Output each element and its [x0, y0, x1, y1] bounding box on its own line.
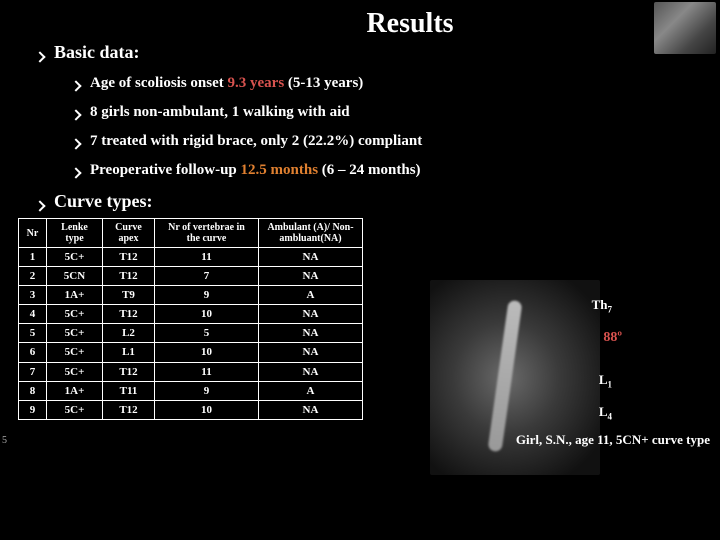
bullet-treated: 7 treated with rigid brace, only 2 (22.2… [72, 133, 702, 150]
chevron-right-icon [70, 167, 81, 178]
cell-apex: T12 [103, 400, 155, 419]
bullet-curve-text: Curve types: [54, 191, 152, 212]
preop-post: (6 – 24 months) [318, 162, 421, 178]
cell-apex: T9 [103, 286, 155, 305]
th-nr: Nr [19, 219, 47, 248]
table-row: 25CNT127NA [19, 267, 363, 286]
cell-vert: 7 [155, 267, 259, 286]
table-row: 31A+T99A [19, 286, 363, 305]
age-pre: Age of scoliosis onset [90, 75, 228, 91]
cell-apex: L1 [103, 343, 155, 362]
chevron-right-icon [70, 80, 81, 91]
cell-apex: T12 [103, 362, 155, 381]
chevron-right-icon [34, 51, 45, 62]
cell-apex: T11 [103, 381, 155, 400]
cell-nr: 4 [19, 305, 47, 324]
preop-pre: Preoperative follow-up [90, 162, 241, 178]
table-row: 81A+T119A [19, 381, 363, 400]
table-row: 45C+T1210NA [19, 305, 363, 324]
cell-nr: 2 [19, 267, 47, 286]
cell-vert: 9 [155, 381, 259, 400]
cell-nr: 8 [19, 381, 47, 400]
cell-vert: 5 [155, 324, 259, 343]
bullet-treated-text: 7 treated with rigid brace, only 2 (22.2… [90, 133, 422, 150]
anno-th: Th7 [592, 297, 612, 315]
table-row: 75C+T1211NA [19, 362, 363, 381]
cell-lenke: 5C+ [47, 305, 103, 324]
cell-apex: T12 [103, 305, 155, 324]
cell-apex: T12 [103, 248, 155, 267]
table-row: 15C+T1211NA [19, 248, 363, 267]
age-highlight: 9.3 years [228, 75, 285, 91]
cell-amb: NA [259, 362, 363, 381]
th-vert: Nr of vertebrae in the curve [155, 219, 259, 248]
cell-vert: 10 [155, 343, 259, 362]
cell-vert: 11 [155, 248, 259, 267]
chevron-right-icon [70, 109, 81, 120]
cell-amb: A [259, 286, 363, 305]
cell-lenke: 1A+ [47, 286, 103, 305]
cell-lenke: 5C+ [47, 248, 103, 267]
cell-lenke: 1A+ [47, 381, 103, 400]
th-amb: Ambulant (A)/ Non-ambluant(NA) [259, 219, 363, 248]
table-row: 65C+L110NA [19, 343, 363, 362]
th-apex: Curve apex [103, 219, 155, 248]
cell-lenke: 5C+ [47, 343, 103, 362]
bullet-age-text: Age of scoliosis onset 9.3 years (5-13 y… [90, 75, 363, 92]
table-header-row: Nr Lenke type Curve apex Nr of vertebrae… [19, 219, 363, 248]
cell-lenke: 5C+ [47, 362, 103, 381]
cell-vert: 10 [155, 305, 259, 324]
bullet-girls: 8 girls non-ambulant, 1 walking with aid [72, 104, 702, 121]
bullet-basic: Basic data: [36, 42, 702, 63]
age-post: (5-13 years) [284, 75, 363, 91]
anno-angle: 88º [603, 330, 622, 346]
preop-highlight: 12.5 months [241, 162, 319, 178]
cell-lenke: 5C+ [47, 324, 103, 343]
cell-nr: 3 [19, 286, 47, 305]
cell-nr: 9 [19, 400, 47, 419]
cell-nr: 1 [19, 248, 47, 267]
cell-nr: 5 [19, 324, 47, 343]
cell-amb: NA [259, 305, 363, 324]
bullet-preop-text: Preoperative follow-up 12.5 months (6 – … [90, 162, 421, 179]
cell-vert: 9 [155, 286, 259, 305]
cell-vert: 11 [155, 362, 259, 381]
curve-table: Nr Lenke type Curve apex Nr of vertebrae… [18, 218, 363, 420]
table-row: 95C+T1210NA [19, 400, 363, 419]
cell-apex: L2 [103, 324, 155, 343]
cell-nr: 7 [19, 362, 47, 381]
cell-lenke: 5CN [47, 267, 103, 286]
cell-amb: NA [259, 267, 363, 286]
cell-nr: 6 [19, 343, 47, 362]
bullet-basic-text: Basic data: [54, 42, 140, 63]
cell-amb: NA [259, 324, 363, 343]
bullet-curve: Curve types: [36, 191, 702, 212]
slide-title: Results [118, 8, 702, 40]
chevron-right-icon [34, 200, 45, 211]
anno-l1: L1 [599, 372, 612, 390]
bullet-age: Age of scoliosis onset 9.3 years (5-13 y… [72, 75, 702, 92]
cell-amb: NA [259, 248, 363, 267]
bullet-preop: Preoperative follow-up 12.5 months (6 – … [72, 162, 702, 179]
chevron-right-icon [70, 138, 81, 149]
left-number: 5 [2, 435, 7, 446]
bullet-girls-text: 8 girls non-ambulant, 1 walking with aid [90, 104, 350, 121]
cell-apex: T12 [103, 267, 155, 286]
th-lenke: Lenke type [47, 219, 103, 248]
table-row: 55C+L25NA [19, 324, 363, 343]
cell-lenke: 5C+ [47, 400, 103, 419]
xray-caption: Girl, S.N., age 11, 5CN+ curve type [516, 432, 710, 448]
cell-amb: NA [259, 400, 363, 419]
cell-amb: NA [259, 343, 363, 362]
cell-amb: A [259, 381, 363, 400]
cell-vert: 10 [155, 400, 259, 419]
xray-thumb-top [654, 2, 716, 54]
anno-l4: L4 [599, 404, 612, 422]
